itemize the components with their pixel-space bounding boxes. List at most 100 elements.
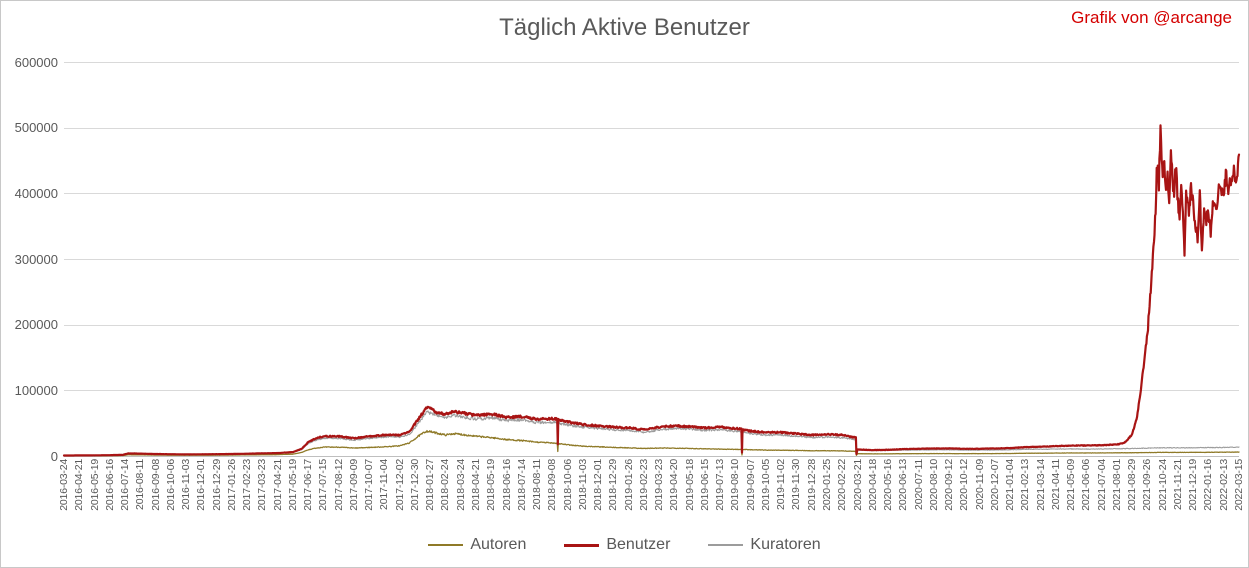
x-tick-label: 2020-02-22 [836,459,849,511]
x-tick-label: 2017-01-26 [225,459,238,511]
x-tick-label: 2019-05-18 [683,459,696,511]
x-tick-label: 2020-06-13 [897,459,910,511]
x-tick-label: 2016-03-24 [58,459,70,511]
x-tick-label: 2018-11-03 [576,459,589,510]
x-tick-label: 2019-04-20 [668,459,681,511]
x-tick-label: 2019-09-07 [744,459,757,511]
x-tick-label: 2021-03-14 [1034,459,1047,511]
legend: Autoren Benutzer Kuratoren [1,532,1248,558]
x-tick-label: 2020-12-07 [988,459,1001,511]
x-tick-label: 2019-07-13 [714,459,727,511]
x-tick-label: 2019-11-02 [775,459,788,510]
y-tick-label: 600000 [14,54,58,70]
x-tick-label: 2018-08-11 [531,459,544,510]
x-tick-label: 2021-12-19 [1187,459,1200,511]
x-tick-label: 2018-03-24 [454,459,467,511]
x-tick-label: 2018-04-21 [470,459,482,511]
x-tick-label: 2016-11-03 [180,459,193,510]
x-tick-label: 2018-12-01 [592,459,605,511]
x-tick-label: 2019-12-28 [805,459,818,511]
legend-item-kuratoren: Kuratoren [708,536,821,554]
series-line-benutzer [62,124,1241,457]
x-tick-label: 2021-01-04 [1004,459,1017,511]
x-tick-label: 2020-04-18 [866,459,879,511]
x-tick-label: 2020-08-10 [927,459,940,511]
x-tick-label: 2017-03-23 [256,459,269,511]
credit-text: Grafik von @arcange [1071,8,1232,27]
x-tick-label: 2016-12-01 [195,459,208,511]
legend-line-swatch [708,544,744,546]
x-tick-label: 2020-01-25 [820,459,833,511]
x-tick-label: 2022-03-15 [1233,459,1245,511]
x-tick-label: 2019-03-23 [653,459,666,511]
x-tick-label: 2017-11-04 [378,459,391,510]
y-tick-label: 100000 [14,382,58,398]
x-tick-label: 2017-05-19 [286,459,299,511]
x-tick-label: 2017-02-23 [241,459,254,511]
x-tick-label: 2019-08-10 [729,459,742,511]
x-tick-label: 2021-04-11 [1049,459,1062,510]
x-tick-label: 2017-08-12 [332,459,345,511]
x-tick-label: 2017-06-17 [302,459,315,511]
legend-item-autoren: Autoren [428,536,526,554]
x-tick-label: 2020-11-09 [973,459,986,510]
legend-label: Benutzer [606,536,671,553]
x-tick-label: 2018-09-08 [546,459,559,511]
x-tick-label: 2019-06-15 [698,459,711,511]
legend-item-benutzer: Benutzer [564,536,670,554]
x-tick-label: 2018-10-06 [561,459,574,511]
x-tick-label: 2019-01-26 [622,459,635,511]
chart-title: Täglich Aktive Benutzer [499,14,750,41]
x-tick-label: 2021-06-06 [1080,459,1093,511]
y-tick-label: 0 [50,448,58,464]
x-tick-label: 2018-01-27 [424,459,437,511]
x-tick-label: 2020-05-16 [882,459,895,511]
x-tick-label: 2016-05-19 [88,459,101,511]
x-tick-label: 2019-02-23 [637,459,650,511]
legend-label: Autoren [470,536,527,553]
x-tick-label: 2019-11-30 [790,459,803,510]
x-tick-label: 2020-03-21 [851,459,864,511]
x-tick-label: 2018-12-29 [607,459,620,511]
x-tick-label: 2021-05-09 [1065,459,1078,511]
x-tick-label: 2017-04-21 [271,459,284,511]
x-tick-label: 2017-12-30 [408,459,421,511]
x-tick-label: 2016-08-11 [134,459,147,510]
y-tick-label: 500000 [14,120,58,136]
x-tick-label: 2022-02-13 [1217,459,1230,511]
x-tick-label: 2018-07-14 [515,459,528,511]
x-tick-label: 2016-07-14 [119,459,132,511]
x-tick-label: 2018-02-24 [439,459,452,511]
x-tick-label: 2021-11-21 [1171,459,1184,510]
y-tick-label: 200000 [14,317,58,333]
legend-line-swatch [428,544,464,546]
x-tick-label: 2021-09-26 [1141,459,1154,511]
x-tick-label: 2021-10-24 [1156,459,1169,511]
x-tick-label: 2022-01-16 [1202,459,1215,511]
x-tick-label: 2020-10-12 [958,459,971,511]
x-tick-label: 2017-09-09 [347,459,360,511]
x-tick-label: 2016-12-29 [210,459,223,511]
legend-label: Kuratoren [750,536,821,553]
x-tick-label: 2021-08-01 [1110,459,1123,511]
x-tick-label: 2021-08-29 [1126,459,1139,511]
x-tick-label: 2016-09-08 [149,459,162,511]
x-tick-label: 2019-10-05 [759,459,772,511]
x-tick-label: 2017-07-15 [317,459,330,511]
series-line-autoren [63,429,1240,457]
x-tick-label: 2017-12-02 [393,459,406,511]
x-tick-label: 2016-10-06 [164,459,177,511]
x-tick-label: 2020-07-11 [912,459,925,510]
y-tick-label: 400000 [14,185,58,201]
x-tick-label: 2018-05-19 [485,459,498,511]
x-tick-label: 2021-02-13 [1019,459,1032,511]
x-tick-label: 2018-06-16 [500,459,513,511]
x-tick-label: 2020-09-12 [943,459,956,511]
x-tick-label: 2017-10-07 [363,459,376,511]
x-tick-label: 2021-07-04 [1095,459,1108,511]
legend-line-swatch [564,543,600,547]
x-tick-label: 2016-04-21 [73,459,86,511]
y-tick-label: 300000 [14,251,58,267]
